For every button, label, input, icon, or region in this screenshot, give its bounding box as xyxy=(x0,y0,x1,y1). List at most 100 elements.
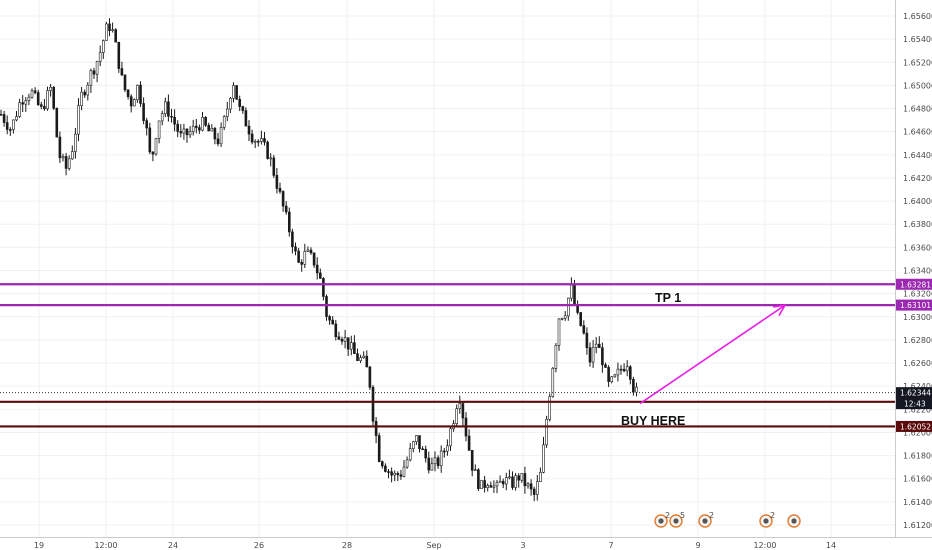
price-tick-label: 1.61400 xyxy=(903,498,932,507)
price-tick-label: 1.64800 xyxy=(903,105,932,114)
candle-body xyxy=(15,116,18,121)
time-tick-label: 28 xyxy=(342,541,352,550)
candle-body xyxy=(61,156,65,159)
candle-body xyxy=(430,463,434,471)
candle-body xyxy=(173,116,176,125)
candle-body xyxy=(585,332,589,349)
candle-body xyxy=(263,138,266,143)
candle-body xyxy=(114,29,117,43)
annotation-buy-here: BUY HERE xyxy=(621,414,685,428)
time-axis[interactable]: 19 12:00 24 26 28 Sep 3 7 9 12:00 14 xyxy=(34,541,836,550)
economic-event-icon[interactable]: 2 xyxy=(698,511,714,528)
candle-body xyxy=(55,107,59,138)
candle-body xyxy=(297,250,300,263)
candle-body xyxy=(0,114,3,116)
candle-body xyxy=(80,91,83,106)
event-count: 2 xyxy=(665,511,670,520)
candles xyxy=(0,18,638,502)
candle-body xyxy=(489,485,493,488)
level-price-tag xyxy=(896,420,932,432)
economic-event-icon[interactable] xyxy=(787,514,801,528)
candle-body xyxy=(179,131,183,134)
candle-body xyxy=(303,251,307,265)
candle-body xyxy=(164,101,167,114)
candle-body xyxy=(120,68,124,76)
price-tick-label: 1.62000 xyxy=(903,428,932,437)
candle-body xyxy=(241,106,245,111)
candle-body xyxy=(548,396,552,420)
candle-body xyxy=(334,323,338,338)
candle-body xyxy=(49,86,52,91)
candle-body xyxy=(278,188,282,192)
candle-body xyxy=(331,319,335,325)
candle-body xyxy=(182,128,186,134)
candle-body xyxy=(43,106,46,110)
candle-body xyxy=(86,84,90,96)
time-tick-label: 9 xyxy=(695,541,700,550)
candle-body xyxy=(167,101,170,117)
events-row[interactable]: 2 5 2 2 xyxy=(654,511,801,528)
candle-body xyxy=(5,122,9,130)
price-tick-label: 1.64400 xyxy=(903,151,932,160)
price-axis[interactable]: 1.65600 1.65400 1.65200 1.65000 1.64800 1.646… xyxy=(903,12,932,530)
candle-body xyxy=(442,450,446,453)
price-tick-label: 1.62200 xyxy=(903,405,932,414)
time-tick-label: 12:00 xyxy=(753,541,776,550)
time-tick-label: 3 xyxy=(520,541,525,550)
candle-body xyxy=(424,448,428,459)
candle-body xyxy=(309,249,313,254)
candle-body xyxy=(566,297,570,317)
candle-body xyxy=(458,403,462,410)
level-price-tag xyxy=(896,299,932,311)
candle-body xyxy=(74,133,77,152)
candle-body xyxy=(315,264,319,274)
candle-body xyxy=(160,113,164,122)
candle-body xyxy=(170,115,173,118)
candle-body xyxy=(560,317,564,320)
candle-body xyxy=(411,441,415,449)
economic-event-icon[interactable]: 2 xyxy=(759,511,775,528)
candle-body xyxy=(318,272,322,279)
price-tick-label: 1.62600 xyxy=(903,359,932,368)
current-price-tag-label: 1.62344 xyxy=(900,389,931,398)
candle-body xyxy=(136,84,139,100)
candle-body xyxy=(250,133,254,143)
candle-body xyxy=(291,231,294,248)
event-count: 2 xyxy=(709,511,714,520)
economic-event-icon[interactable]: 2 xyxy=(654,511,670,528)
candle-body xyxy=(98,52,102,62)
candle-body xyxy=(213,128,217,140)
candle-body xyxy=(393,472,397,476)
candle-body xyxy=(27,96,31,101)
time-tick-label: 14 xyxy=(826,541,836,550)
candle-body xyxy=(632,379,635,393)
candle-body xyxy=(145,120,148,129)
projection-arrow[interactable] xyxy=(639,304,787,405)
price-tick-label: 1.62400 xyxy=(903,382,932,391)
candle-body xyxy=(501,480,505,485)
price-tick-label: 1.63600 xyxy=(903,243,932,252)
candle-body xyxy=(483,480,486,488)
candle-body xyxy=(64,156,68,169)
candle-body xyxy=(89,70,93,86)
candle-body xyxy=(405,459,409,468)
candle-body xyxy=(628,366,632,380)
candle-body xyxy=(446,445,449,452)
candle-body xyxy=(508,476,511,479)
economic-event-icon[interactable]: 5 xyxy=(669,511,685,528)
candle-body xyxy=(356,353,359,361)
candle-body xyxy=(24,100,28,105)
candle-body xyxy=(470,449,474,471)
candle-body xyxy=(588,347,592,363)
candle-body xyxy=(604,364,607,368)
price-tick-label: 1.63000 xyxy=(903,313,932,322)
candle-body xyxy=(36,92,40,105)
candle-body xyxy=(195,125,198,128)
candle-body xyxy=(102,40,105,53)
candle-body xyxy=(579,312,583,326)
candle-body xyxy=(92,70,96,75)
candle-body xyxy=(226,108,229,117)
candle-body xyxy=(77,105,80,135)
